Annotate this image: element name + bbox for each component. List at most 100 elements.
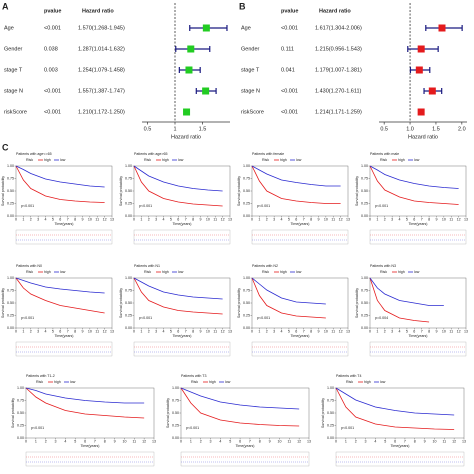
x-tick-label: 2 [266,329,268,333]
y-tick-label: 0.00 [7,214,14,218]
x-tick-label: 6 [84,439,86,443]
survival-curve [335,387,455,416]
x-tick-label: 11 [442,439,446,443]
x-tick-label: 11 [95,217,99,221]
risk-table-frame [369,229,467,245]
category-label: Age [241,25,251,31]
x-tick-label: 3 [210,439,212,443]
y-tick-label: 0.75 [17,398,24,402]
x-tick-label: 12 [297,439,301,443]
x-tick-label: 6 [177,329,179,333]
x-tick-label: 5 [52,329,54,333]
x-axis-label: Time(years) [290,222,309,226]
pvalue-text: p<0.001 [186,426,199,430]
x-tick-label: 2 [148,217,150,221]
x-tick-label: 12 [457,217,461,221]
risk-table-frame [335,451,465,467]
legend-label: high [280,158,287,162]
risk-table-frame [180,451,310,467]
y-tick-label: 0.00 [125,214,132,218]
x-tick-label: 8 [310,217,312,221]
x-tick-label: 12 [221,329,225,333]
y-tick-label: 0.75 [243,288,250,292]
legend-label: low [60,270,66,274]
y-axis-label: Survival probability [355,288,359,318]
category-label: stage T [4,67,23,73]
legend-label: low [178,158,184,162]
x-tick-label: 11 [213,217,217,221]
x-tick-label: 2 [200,439,202,443]
legend-label: high [162,158,169,162]
y-tick-label: 0.50 [243,301,250,305]
x-tick-label: 6 [239,439,241,443]
y-tick-label: 0.50 [361,301,368,305]
x-tick-label: 10 [442,329,446,333]
hazard-ratio-label: 1.215(0.956-1.543) [315,46,362,52]
x-tick-label: 4 [163,217,165,221]
x-axis-label: Time(years) [172,222,191,226]
x-tick-label: 2 [45,439,47,443]
km-title: Patients with N1 [134,264,160,268]
pvalue: <0.001 [44,109,61,115]
x-tick-label: 2 [148,329,150,333]
x-tick-label: 4 [399,217,401,221]
y-axis-label: Survival probability [119,176,123,206]
x-tick-label: 9 [114,439,116,443]
legend-title: Risk [144,270,151,274]
y-tick-label: 1.00 [7,164,14,168]
legend-label: low [380,380,386,384]
x-tick-label: 8 [74,329,76,333]
y-tick-label: 0.75 [361,288,368,292]
x-tick-label: 2 [30,217,32,221]
x-tick-label: 13 [307,439,311,443]
x-tick-label: 0 [369,329,371,333]
column-header: Hazard ratio [82,8,114,14]
category-label: Gender [4,46,23,52]
category-label: stage T [241,67,260,73]
y-tick-label: 0.50 [327,411,334,415]
y-tick-label: 0.50 [172,411,179,415]
legend-label: high [398,270,405,274]
risk-table-frame [15,229,113,245]
hazard-ratio-point [187,45,195,53]
x-tick-label: 10 [442,217,446,221]
y-tick-label: 0.00 [327,436,334,440]
x-axis-label: Time(years) [408,334,427,338]
x-tick-label: 6 [413,217,415,221]
risk-table-frame [251,229,349,245]
x-tick-label: 10 [88,217,92,221]
x-tick-label: 5 [384,439,386,443]
survival-curve [335,387,455,430]
y-tick-label: 0.25 [361,313,368,317]
y-tick-label: 0.75 [125,288,132,292]
x-tick-label: 10 [324,329,328,333]
x-tick-label: 5 [229,439,231,443]
x-axis-label: Time(years) [172,334,191,338]
x-axis-label: Hazard ratio [408,134,438,140]
survival-curve [15,277,105,294]
x-tick-label: 7 [421,217,423,221]
hazard-ratio-point [417,108,425,116]
x-tick-label: 13 [346,329,350,333]
pvalue-text: p<0.001 [375,204,388,208]
y-axis-label: Survival probability [119,288,123,318]
x-tick-label: 9 [199,217,201,221]
x-tick-label: 5 [406,217,408,221]
hazard-ratio-label: 1.617(1.304-2.006) [315,25,362,31]
pvalue-text: p<0.001 [31,426,44,430]
legend-title: Risk [144,158,151,162]
y-axis-label: Survival probability [166,398,170,428]
x-tick-label: 11 [331,217,335,221]
risk-table-frame [369,341,467,357]
legend-label: high [162,270,169,274]
x-tick-label: 2 [30,329,32,333]
legend-label: low [296,158,302,162]
x-tick-label: 3 [37,329,39,333]
y-tick-label: 1.00 [125,164,132,168]
x-tick-label: 6 [177,217,179,221]
y-axis-label: Survival probability [237,176,241,206]
x-tick-label: 8 [414,439,416,443]
x-tick-label: 5 [288,217,290,221]
x-tick-label: 10 [206,217,210,221]
